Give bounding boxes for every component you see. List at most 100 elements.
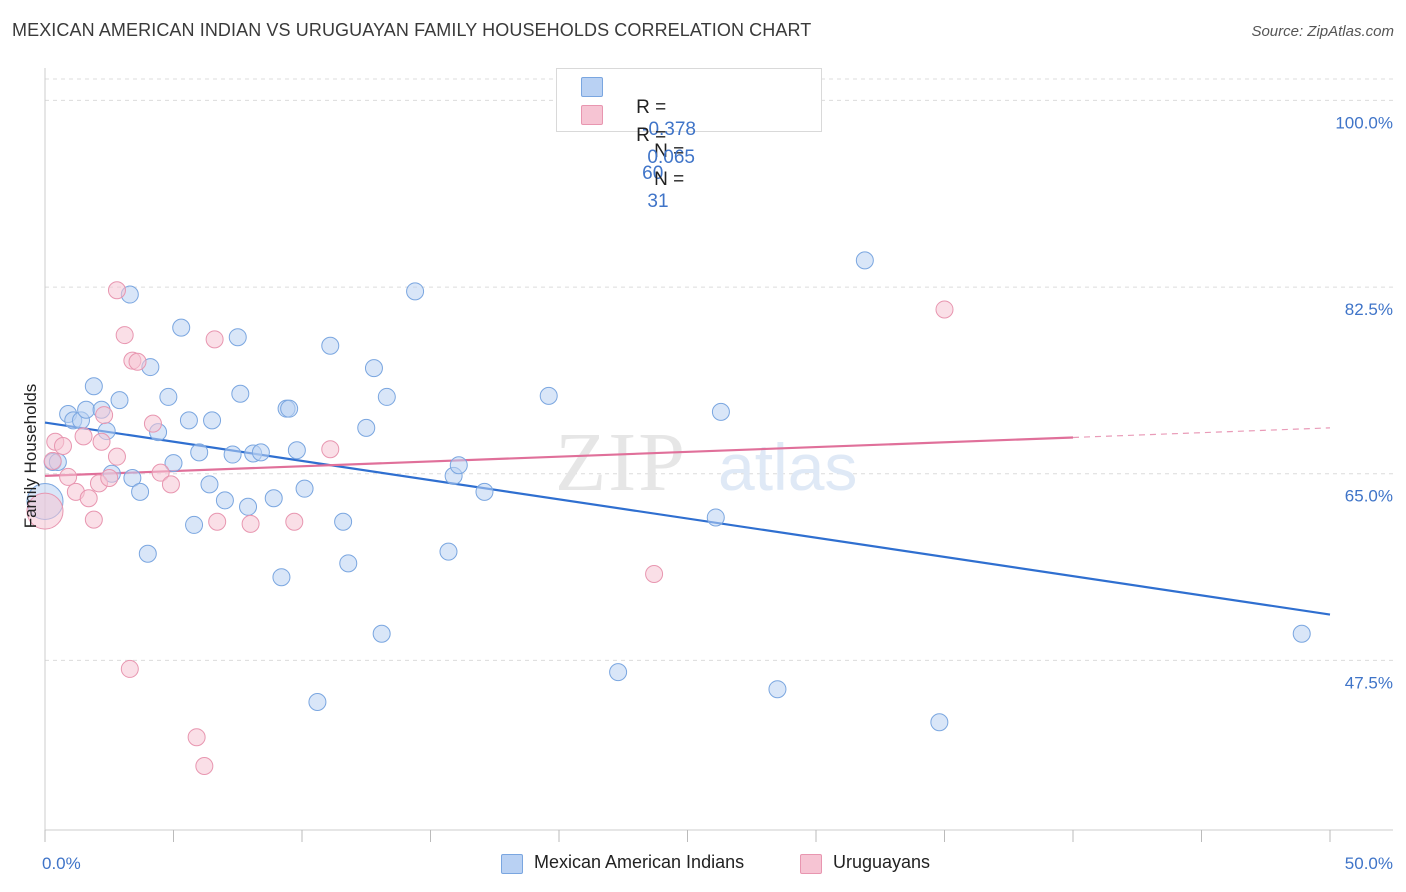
pink-point bbox=[95, 406, 114, 425]
blue-point bbox=[84, 377, 103, 396]
blue-point bbox=[706, 508, 725, 527]
blue-point bbox=[77, 400, 96, 419]
data-points bbox=[26, 251, 1311, 775]
axis-labels: 47.5% 65.0% 82.5% 100.0% 0.0% 50.0% Family Hou… bbox=[21, 113, 1393, 873]
legend-swatch-pink bbox=[581, 105, 603, 125]
source-label: Source: ZipAtlas.com bbox=[1251, 23, 1394, 40]
pink-point bbox=[935, 300, 954, 319]
legend-swatch-blue bbox=[581, 77, 603, 97]
blue-point bbox=[1292, 624, 1311, 643]
blue-point bbox=[372, 624, 391, 643]
blue-point bbox=[768, 680, 787, 699]
pink-point bbox=[79, 489, 98, 508]
pink-point bbox=[74, 427, 93, 446]
blue-point bbox=[855, 251, 874, 270]
legend-n-value: 60 bbox=[642, 163, 664, 184]
pink-point bbox=[84, 510, 103, 529]
blue-point bbox=[159, 387, 178, 406]
blue-point bbox=[364, 359, 383, 378]
blue-point bbox=[334, 512, 353, 531]
legend-n-value: 31 bbox=[642, 191, 669, 212]
legend-row-blue: R = -0.378 N = 60 bbox=[615, 75, 696, 207]
blue-point bbox=[357, 418, 376, 437]
blue-point bbox=[475, 482, 494, 501]
pink-point bbox=[59, 467, 78, 486]
blue-point bbox=[287, 441, 306, 460]
pink-point bbox=[645, 565, 664, 583]
bottom-legend-swatch-blue bbox=[501, 854, 523, 874]
pink-point bbox=[100, 469, 119, 487]
pink-point bbox=[115, 326, 134, 345]
legend-r-label: R = bbox=[636, 97, 667, 118]
blue-point bbox=[377, 387, 396, 406]
pink-point bbox=[241, 514, 260, 533]
legend-r-label: R = bbox=[636, 125, 667, 146]
pink-point bbox=[161, 475, 180, 494]
pink-point bbox=[26, 492, 64, 530]
legend-r-value: -0.378 bbox=[642, 119, 696, 140]
blue-point bbox=[123, 469, 142, 487]
blue-point bbox=[190, 443, 209, 462]
blue-point bbox=[203, 411, 222, 430]
blue-point bbox=[172, 318, 191, 337]
blue-point bbox=[539, 386, 558, 405]
legend-n-label: N = bbox=[654, 169, 685, 190]
stats-legend: R = -0.378 N = 60 R = 0.065 N = 31 bbox=[556, 68, 822, 212]
y-tick-label: 100.0% bbox=[1335, 113, 1393, 132]
blue-point bbox=[449, 456, 468, 475]
bottom-legend-swatch-pink bbox=[800, 854, 822, 874]
bottom-legend-label: Uruguayans bbox=[833, 852, 931, 872]
blue-point bbox=[339, 554, 358, 573]
blue-point bbox=[239, 497, 258, 516]
blue-point bbox=[223, 445, 242, 464]
bottom-legend-label: Mexican American Indians bbox=[534, 852, 745, 872]
blue-point bbox=[711, 402, 730, 421]
pink-point bbox=[107, 281, 126, 300]
pink-point bbox=[285, 512, 304, 531]
x-tick-label: 0.0% bbox=[42, 854, 81, 873]
y-tick-label: 47.5% bbox=[1345, 673, 1393, 692]
blue-point bbox=[321, 336, 340, 355]
blue-point bbox=[264, 489, 283, 508]
blue-point bbox=[138, 544, 157, 563]
blue-point bbox=[406, 282, 425, 301]
blue-point bbox=[280, 399, 299, 418]
chart-title: MEXICAN AMERICAN INDIAN VS URUGUAYAN FAM… bbox=[12, 20, 812, 40]
blue-point bbox=[110, 391, 129, 410]
blue-point bbox=[251, 443, 270, 462]
blue-point bbox=[295, 479, 314, 498]
legend-n-label: N = bbox=[654, 141, 685, 162]
pink-point bbox=[195, 757, 214, 775]
axes bbox=[44, 68, 1393, 842]
blue-point bbox=[179, 411, 198, 430]
pink-point bbox=[43, 451, 62, 470]
blue-point bbox=[200, 475, 219, 494]
pink-trend-line bbox=[44, 436, 1074, 477]
blue-point bbox=[131, 482, 150, 501]
blue-point bbox=[609, 663, 628, 682]
blue-point bbox=[930, 713, 949, 732]
legend-row-pink: R = 0.065 N = 31 bbox=[615, 103, 695, 235]
pink-point bbox=[208, 512, 227, 531]
pink-trend-extension bbox=[1072, 427, 1331, 439]
blue-point bbox=[185, 515, 204, 534]
pink-point bbox=[151, 463, 170, 482]
pink-point bbox=[321, 440, 340, 459]
pink-point bbox=[107, 447, 126, 466]
blue-point bbox=[164, 454, 183, 473]
blue-point bbox=[215, 491, 234, 510]
blue-point bbox=[308, 693, 327, 711]
pink-point bbox=[92, 432, 111, 451]
y-axis-title: Family Households bbox=[21, 384, 40, 529]
blue-point bbox=[231, 384, 250, 403]
blue-point bbox=[439, 542, 458, 561]
pink-point bbox=[120, 659, 139, 678]
pink-point bbox=[128, 352, 147, 371]
watermark-zip: ZIP bbox=[555, 416, 687, 509]
pink-point bbox=[205, 330, 224, 349]
watermark: ZIP atlas bbox=[555, 416, 857, 509]
blue-point bbox=[272, 568, 291, 587]
x-tick-label: 50.0% bbox=[1345, 854, 1393, 873]
blue-point bbox=[228, 328, 247, 347]
